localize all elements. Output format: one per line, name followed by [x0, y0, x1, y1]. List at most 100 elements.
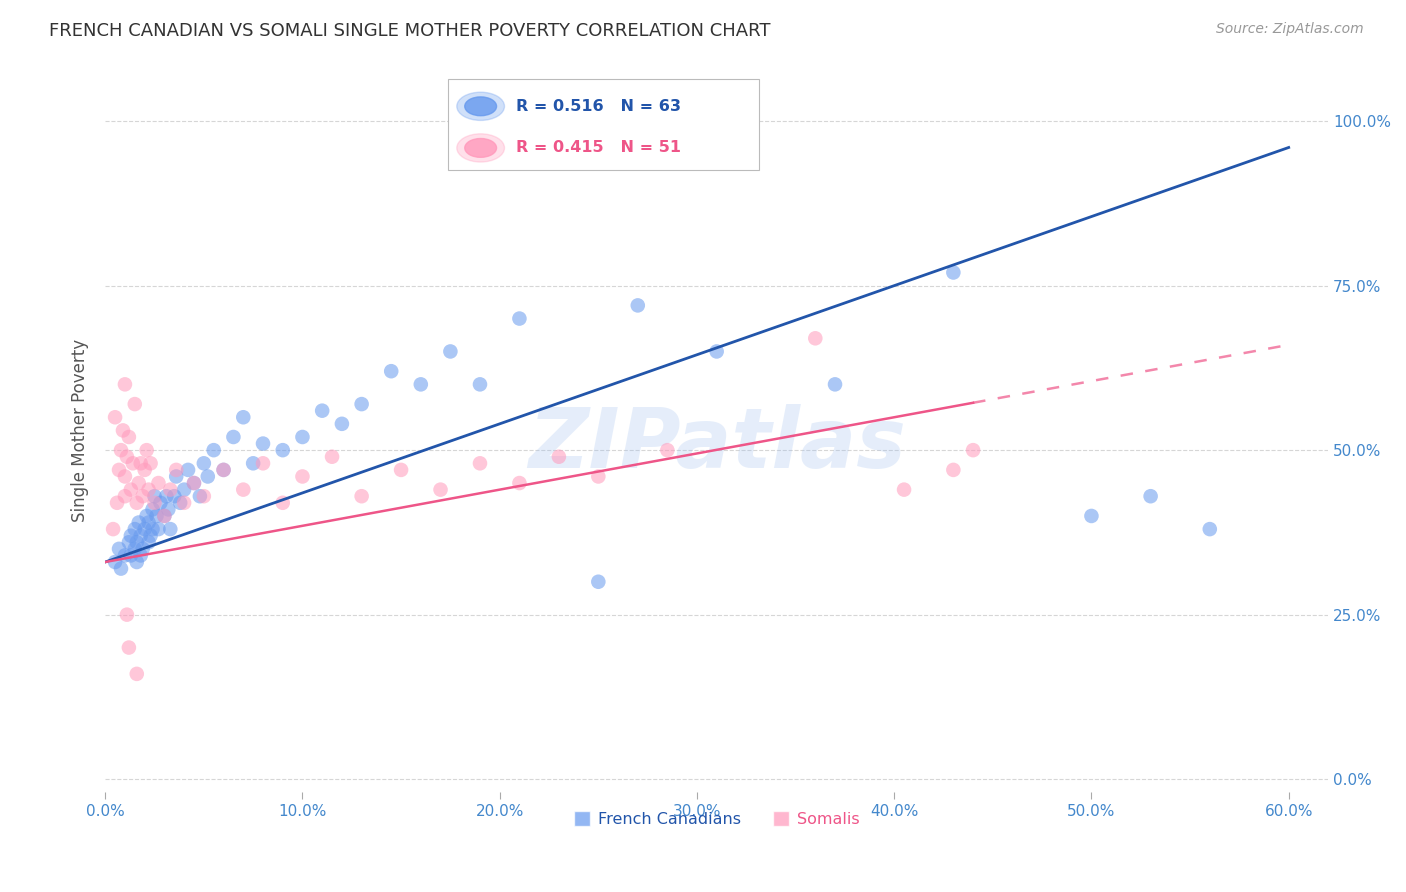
Point: [321, 450, 343, 464]
Point: [129, 549, 152, 563]
Point: [350, 397, 373, 411]
Point: [118, 430, 141, 444]
Circle shape: [457, 92, 505, 120]
Point: [153, 508, 176, 523]
Point: [311, 403, 333, 417]
Point: [129, 529, 152, 543]
Point: [149, 496, 172, 510]
Circle shape: [465, 97, 496, 116]
Point: [627, 298, 650, 312]
Point: [169, 496, 191, 510]
Point: [143, 496, 166, 510]
Point: [242, 456, 264, 470]
Text: Source: ZipAtlas.com: Source: ZipAtlas.com: [1216, 22, 1364, 37]
Point: [409, 377, 432, 392]
Point: [125, 496, 148, 510]
Point: [124, 541, 146, 556]
Y-axis label: Single Mother Poverty: Single Mother Poverty: [72, 339, 89, 522]
Circle shape: [457, 134, 505, 162]
Point: [547, 450, 569, 464]
Point: [706, 344, 728, 359]
Point: [131, 489, 153, 503]
Point: [139, 456, 162, 470]
Point: [163, 489, 186, 503]
Point: [108, 463, 131, 477]
Point: [330, 417, 353, 431]
Point: [125, 555, 148, 569]
Point: [159, 522, 181, 536]
Point: [104, 555, 127, 569]
Point: [183, 476, 205, 491]
Point: [252, 456, 274, 470]
Point: [173, 496, 195, 510]
Point: [657, 443, 679, 458]
Point: [114, 469, 136, 483]
Point: [105, 496, 128, 510]
Point: [197, 469, 219, 483]
Point: [468, 377, 491, 392]
Point: [153, 508, 176, 523]
Point: [143, 489, 166, 503]
Point: [183, 476, 205, 491]
FancyBboxPatch shape: [447, 79, 759, 169]
Point: [159, 483, 181, 497]
Point: [202, 443, 225, 458]
Point: [188, 489, 211, 503]
Point: [124, 397, 146, 411]
Point: [135, 443, 157, 458]
Point: [291, 430, 314, 444]
Point: [193, 456, 215, 470]
Point: [165, 469, 187, 483]
Point: [508, 311, 530, 326]
Point: [942, 463, 965, 477]
Point: [145, 508, 167, 523]
Point: [942, 265, 965, 279]
Point: [120, 549, 142, 563]
Point: [139, 529, 162, 543]
Point: [508, 476, 530, 491]
Point: [118, 535, 141, 549]
Point: [114, 489, 136, 503]
Point: [138, 535, 160, 549]
Point: [212, 463, 235, 477]
Point: [124, 522, 146, 536]
Point: [129, 456, 152, 470]
Point: [271, 496, 294, 510]
Point: [468, 456, 491, 470]
Point: [125, 666, 148, 681]
Point: [128, 516, 150, 530]
Point: [125, 535, 148, 549]
Point: [101, 522, 124, 536]
Point: [232, 410, 254, 425]
Point: [824, 377, 846, 392]
Circle shape: [465, 138, 496, 157]
Text: R = 0.516   N = 63: R = 0.516 N = 63: [516, 99, 681, 114]
Point: [142, 502, 165, 516]
Legend: French Canadians, Somalis: French Canadians, Somalis: [567, 804, 868, 835]
Point: [118, 640, 141, 655]
Point: [232, 483, 254, 497]
Text: R = 0.415   N = 51: R = 0.415 N = 51: [516, 140, 681, 155]
Text: ZIPatlas: ZIPatlas: [527, 404, 905, 485]
Point: [155, 489, 177, 503]
Point: [588, 574, 610, 589]
Point: [588, 469, 610, 483]
Point: [177, 463, 200, 477]
Point: [429, 483, 451, 497]
Point: [114, 549, 136, 563]
Point: [389, 463, 412, 477]
Point: [439, 344, 461, 359]
Point: [165, 463, 187, 477]
Point: [121, 456, 143, 470]
Point: [222, 430, 245, 444]
Text: FRENCH CANADIAN VS SOMALI SINGLE MOTHER POVERTY CORRELATION CHART: FRENCH CANADIAN VS SOMALI SINGLE MOTHER …: [49, 22, 770, 40]
Point: [134, 463, 156, 477]
Point: [120, 483, 142, 497]
Point: [142, 522, 165, 536]
Point: [138, 483, 160, 497]
Point: [111, 424, 134, 438]
Point: [1139, 489, 1161, 503]
Point: [134, 522, 156, 536]
Point: [128, 476, 150, 491]
Point: [120, 529, 142, 543]
